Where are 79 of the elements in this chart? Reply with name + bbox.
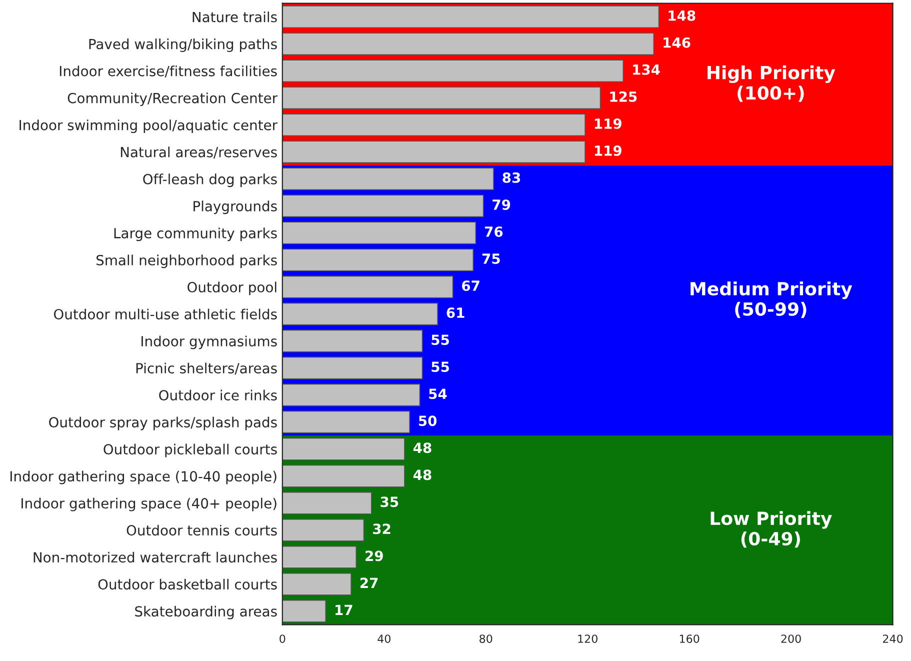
data-label: 119 <box>594 118 622 129</box>
y-tick-label: Outdoor spray parks/splash pads <box>49 416 277 430</box>
x-tick-label: 0 <box>280 634 286 643</box>
x-tick-label: 40 <box>378 634 390 643</box>
data-label: 67 <box>462 280 480 291</box>
bar <box>282 572 352 596</box>
data-label: 76 <box>484 226 503 237</box>
bar <box>282 356 423 380</box>
y-tick-label: Indoor gymnasiums <box>142 336 277 350</box>
y-tick-label: Indoor swimming pool/aquatic center <box>20 120 278 134</box>
y-tick-label: Outdoor tennis courts <box>126 524 277 536</box>
band-label: High Priority (100+) <box>708 65 836 102</box>
y-tick-label: Outdoor basketball courts <box>98 578 277 590</box>
x-tick-label: 80 <box>480 634 492 643</box>
bar <box>282 330 423 352</box>
y-tick-label: Indoor exercise/fitness facilities <box>60 66 277 78</box>
bar <box>282 492 372 514</box>
data-label: 148 <box>668 10 696 21</box>
data-label: 35 <box>380 496 398 508</box>
bar <box>282 438 405 460</box>
band-label: Medium Priority (50-99) <box>690 282 852 318</box>
x-tick-label: 160 <box>680 634 700 643</box>
x-tick-label: 200 <box>781 634 801 643</box>
y-tick-label: Outdoor multi-use athletic fields <box>54 308 277 320</box>
data-label: 55 <box>432 362 449 372</box>
bar <box>282 168 494 190</box>
y-tick-label: Skateboarding areas <box>135 606 277 620</box>
bar <box>282 276 454 298</box>
y-tick-label: Outdoor pickleball courts <box>104 444 277 458</box>
data-label: 75 <box>482 254 500 264</box>
bar <box>282 518 364 542</box>
y-tick-label: Picnic shelters/areas <box>136 362 277 375</box>
bar <box>282 6 660 28</box>
data-label: 32 <box>373 524 390 534</box>
y-tick-label: Outdoor ice rinks <box>159 390 277 400</box>
bar <box>282 194 484 218</box>
data-label: 79 <box>492 199 510 210</box>
data-label: 29 <box>366 550 383 562</box>
data-label: 48 <box>413 442 432 454</box>
data-label: 54 <box>429 388 447 400</box>
data-label: 61 <box>446 308 464 318</box>
y-tick-label: Indoor gathering space (40+ people) <box>22 498 276 512</box>
y-tick-label: Small neighborhood parks <box>96 254 277 268</box>
bar <box>282 86 601 110</box>
data-label: 55 <box>432 334 449 346</box>
y-tick-label: Playgrounds <box>194 200 277 214</box>
bar <box>282 248 474 272</box>
bar <box>282 32 654 56</box>
data-label: 125 <box>610 91 637 102</box>
bar <box>282 222 476 244</box>
y-tick-label: Outdoor pool <box>188 282 276 296</box>
bar <box>282 410 410 434</box>
x-tick-label: 240 <box>882 634 903 643</box>
bar <box>282 302 438 326</box>
data-label: 83 <box>502 172 520 183</box>
band-label: Low Priority (0-49) <box>710 511 832 548</box>
data-label: 48 <box>413 470 432 480</box>
y-tick-label: Non-motorized watercraft launches <box>34 552 277 563</box>
bar <box>282 140 586 164</box>
data-label: 17 <box>336 604 352 615</box>
bar <box>282 546 357 568</box>
y-tick-label: Indoor gathering space (10-40 people) <box>10 470 276 484</box>
y-tick-label: Nature trails <box>192 12 277 22</box>
bar <box>282 60 624 82</box>
data-label: 50 <box>418 416 437 426</box>
bar <box>282 384 420 406</box>
data-label: 146 <box>664 37 690 48</box>
y-tick-label: Large community parks <box>114 228 277 242</box>
bar <box>282 114 586 136</box>
data-label: 119 <box>594 145 622 156</box>
y-tick-label: Paved walking/biking paths <box>89 38 277 52</box>
y-tick-label: Off-leash dog parks <box>143 174 277 188</box>
bar <box>282 464 405 488</box>
y-tick-label: Natural areas/reserves <box>120 146 277 158</box>
data-label: 27 <box>360 578 378 588</box>
y-tick-label: Community/Recreation Center <box>68 92 278 106</box>
data-label: 134 <box>633 64 660 75</box>
bar <box>282 600 326 622</box>
x-tick-label: 120 <box>578 634 598 643</box>
